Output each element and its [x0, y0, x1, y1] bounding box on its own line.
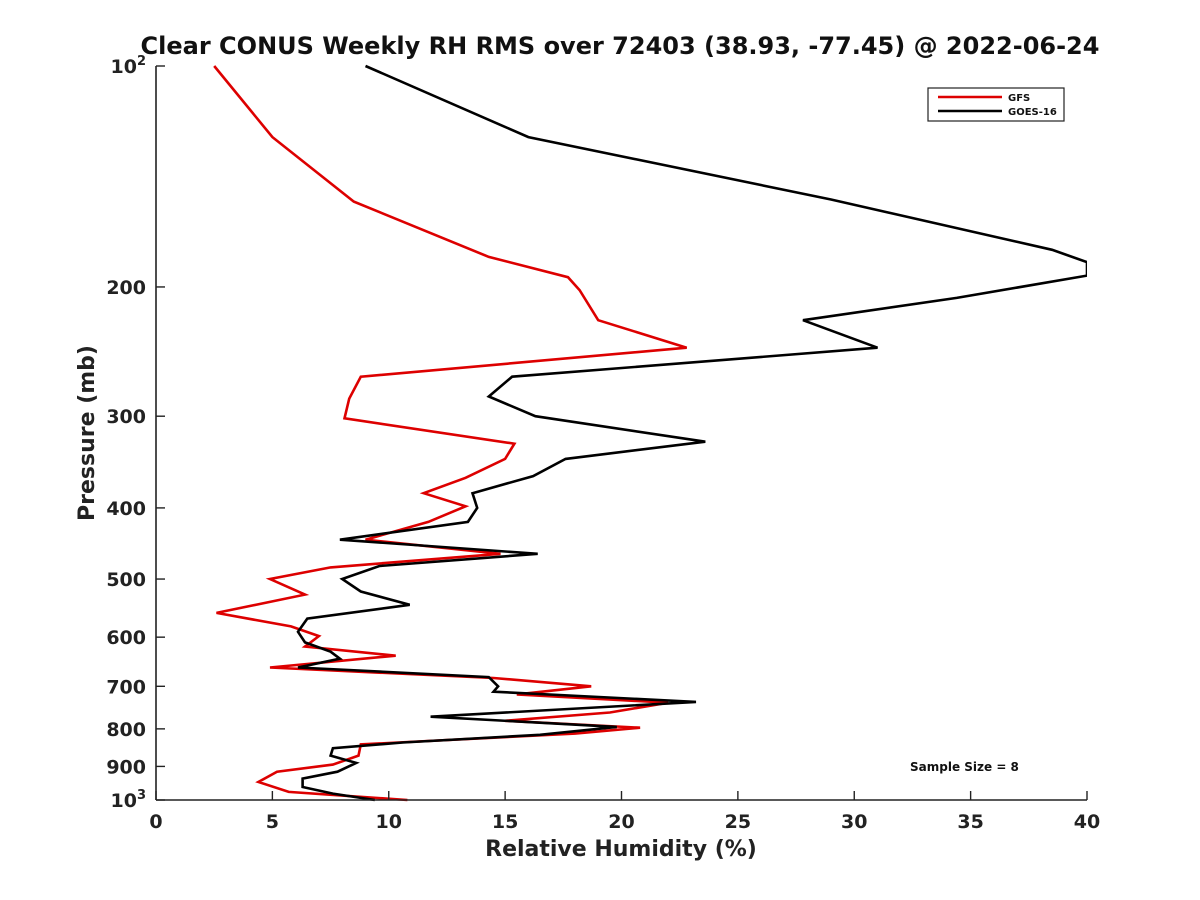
- legend-box: [927, 87, 1065, 122]
- x-axis-label: Relative Humidity (%): [485, 837, 757, 862]
- chart-title: Clear CONUS Weekly RH RMS over 72403 (38…: [141, 32, 1100, 60]
- legend: GFS GOES-16: [927, 87, 1065, 122]
- y-ticks: 102 200 300 400 500 600 700 800 900 103: [106, 54, 165, 812]
- x-tick-label: 20: [608, 811, 634, 833]
- series-line-gfs: [213, 65, 688, 802]
- y-tick-label: 500: [106, 569, 146, 591]
- legend-label-gfs: GFS: [1008, 93, 1030, 104]
- x-tick-label: 25: [725, 811, 751, 833]
- y-tick-label: 600: [106, 627, 146, 649]
- x-tick-label: 35: [957, 811, 983, 833]
- x-ticks: 0 5 10 15 20 25 30 35 40: [149, 791, 1100, 833]
- y-axis-label: Pressure (mb): [75, 345, 100, 521]
- y-tick-label: 103: [111, 788, 147, 812]
- y-tick-label: 102: [111, 54, 147, 78]
- x-tick-label: 5: [266, 811, 279, 833]
- y-tick-label: 300: [106, 406, 146, 428]
- x-tick-label: 40: [1074, 811, 1100, 833]
- y-tick-label: 900: [106, 756, 146, 778]
- y-tick-label: 700: [106, 676, 146, 698]
- x-tick-label: 10: [376, 811, 402, 833]
- y-tick-label: 400: [106, 498, 146, 520]
- x-tick-label: 30: [841, 811, 867, 833]
- legend-label-goes16: GOES-16: [1008, 107, 1057, 118]
- series-line-goes16: [296, 64, 1087, 802]
- x-tick-label: 0: [149, 811, 162, 833]
- series-layer: [213, 64, 1087, 802]
- axes: [155, 66, 1087, 801]
- plot-area: [213, 64, 1087, 802]
- sample-size-annotation: Sample Size = 8: [910, 760, 1019, 774]
- y-tick-label: 800: [106, 719, 146, 741]
- y-tick-label: 200: [106, 277, 146, 299]
- x-tick-label: 15: [492, 811, 518, 833]
